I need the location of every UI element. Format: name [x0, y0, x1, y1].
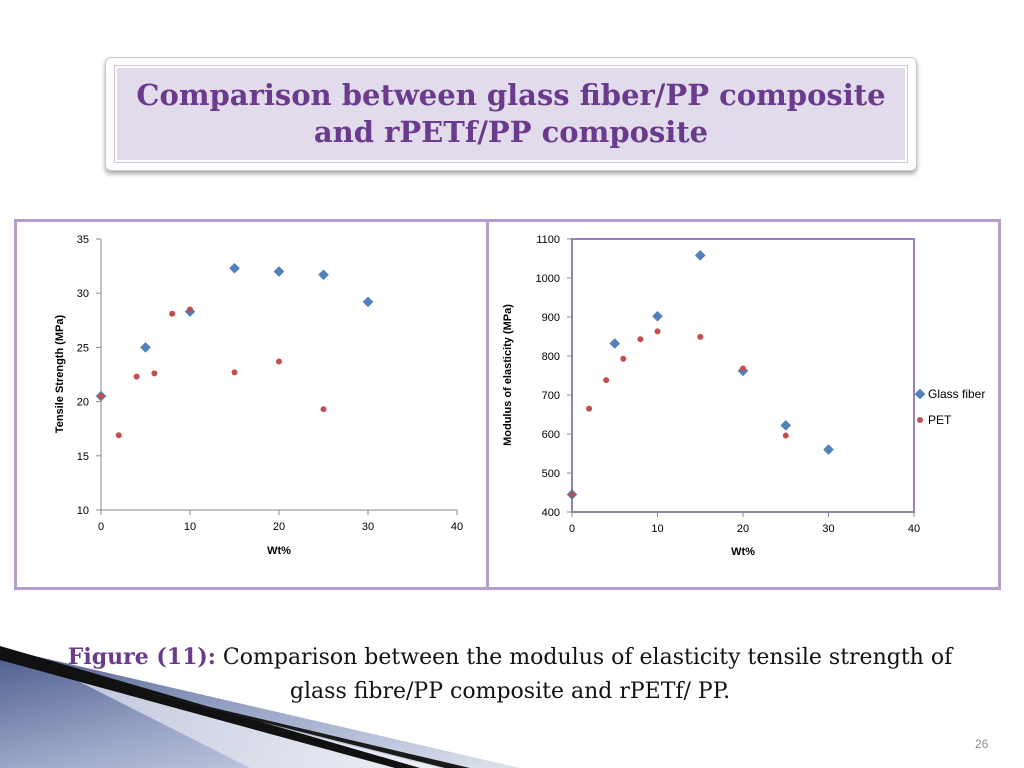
pet-data-point: [231, 369, 238, 376]
y-tick-label: 900: [542, 312, 560, 324]
pet-data-point: [98, 393, 104, 400]
y-axis-label: Modulus of elasticity (MPa): [502, 304, 514, 446]
legend-label: Glass fiber: [928, 387, 985, 401]
tensile-strength-chart: 10 15 20 25 30 35 0 10 20 30 40 Wt% Tensile Strength…: [54, 234, 463, 557]
y-tick-label: 500: [542, 468, 560, 480]
glass-fiber-data-point: [823, 444, 834, 455]
x-axis-label: Wt%: [731, 546, 755, 558]
x-tick-label: 40: [908, 523, 920, 535]
pet-data-point: [654, 328, 661, 335]
pet-data-point: [133, 373, 140, 380]
pet-data-point: [586, 405, 593, 412]
x-tick-label: 20: [273, 521, 285, 533]
x-tick-label: 20: [737, 523, 749, 535]
pet-data-point: [187, 306, 193, 313]
legend-marker: [917, 417, 923, 423]
modulus-chart: 400 500 600 700 800 900 1000 1100 0 10 20 30 40 Wt% Mo…: [502, 234, 985, 558]
pet-data-point: [169, 310, 176, 317]
glass-fiber-data-point: [780, 420, 792, 431]
pet-data-point: [115, 432, 122, 439]
caption-lead: Figure (11):: [67, 644, 216, 670]
slide-title: Comparison between glass fiber/PP compos…: [136, 78, 886, 149]
y-tick-label: 10: [77, 505, 89, 517]
x-tick-label: 10: [184, 521, 196, 533]
x-axis-label: Wt%: [267, 545, 291, 557]
x-tick-label: 30: [822, 523, 834, 535]
y-tick-label: 20: [77, 397, 89, 409]
y-tick-label: 25: [77, 342, 89, 354]
y-tick-label: 800: [542, 351, 560, 363]
pet-data-point: [603, 377, 610, 384]
tensile-strength-chart-panel: 10 15 20 25 30 35 0 10 20 30 40 Wt% Tensile Strength…: [14, 219, 490, 590]
y-tick-label: 600: [542, 429, 560, 441]
y-tick-label: 15: [77, 451, 89, 463]
pet-data-point: [782, 432, 789, 439]
x-tick-label: 10: [651, 523, 663, 535]
x-tick-label: 40: [451, 521, 463, 533]
decorative-swoosh: [0, 646, 520, 768]
legend-marker: [914, 388, 926, 400]
pet-data-point: [620, 355, 627, 362]
pet-data-point: [320, 406, 327, 413]
y-tick-label: 30: [77, 288, 89, 300]
glass-fiber-data-point: [229, 262, 240, 274]
figure-caption: Figure (11): Comparison between the modu…: [60, 640, 960, 709]
y-tick-label: 1000: [536, 273, 560, 285]
modulus-chart-panel: 400 500 600 700 800 900 1000 1100 0 10 20 30 40 Wt% Mo…: [486, 219, 1001, 590]
y-axis-label: Tensile Strength (MPa): [54, 314, 66, 433]
legend-label: PET: [928, 413, 952, 427]
caption-body: Comparison between the modulus of elasti…: [222, 645, 953, 704]
y-tick-label: 35: [77, 234, 89, 246]
glass-fiber-data-point: [652, 310, 663, 322]
glass-fiber-data-point: [140, 342, 151, 353]
glass-fiber-data-point: [694, 250, 706, 261]
pet-data-point: [637, 336, 644, 343]
title-banner: Comparison between glass fiber/PP compos…: [114, 65, 908, 163]
pet-data-point: [276, 358, 282, 365]
x-tick-label: 30: [362, 521, 374, 533]
glass-fiber-data-point: [318, 269, 329, 281]
pet-data-point: [697, 333, 704, 340]
x-tick-label: 0: [98, 521, 104, 533]
glass-fiber-data-point: [609, 338, 621, 349]
pet-data-point: [151, 370, 158, 377]
page-number: 26: [975, 737, 989, 751]
y-tick-label: 1100: [536, 234, 560, 246]
pet-data-point: [740, 365, 746, 372]
x-tick-label: 0: [569, 523, 575, 535]
y-tick-label: 700: [542, 390, 560, 402]
glass-fiber-data-point: [362, 296, 374, 308]
title-box: Comparison between glass fiber/PP compos…: [105, 57, 917, 171]
y-tick-label: 400: [542, 507, 560, 519]
pet-data-point: [569, 491, 575, 498]
glass-fiber-data-point: [273, 266, 285, 277]
